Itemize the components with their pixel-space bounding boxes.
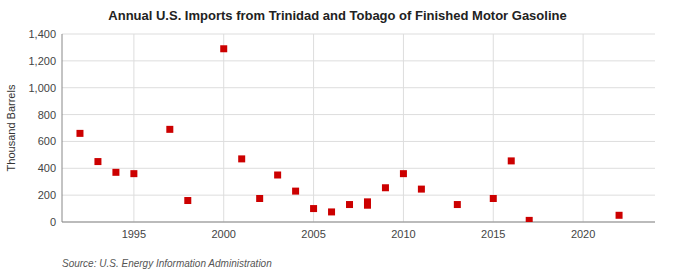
y-grid-line bbox=[62, 195, 655, 196]
y-grid-line bbox=[62, 114, 655, 115]
point bbox=[490, 195, 497, 202]
point bbox=[166, 126, 173, 133]
point bbox=[94, 158, 101, 165]
point bbox=[238, 155, 245, 162]
x-axis-line bbox=[62, 222, 655, 223]
x-grid-line bbox=[223, 34, 224, 222]
chart-container: Annual U.S. Imports from Trinidad and To… bbox=[0, 0, 675, 275]
chart-svg: Annual U.S. Imports from Trinidad and To… bbox=[0, 0, 675, 275]
point bbox=[364, 202, 371, 209]
point bbox=[130, 170, 137, 177]
x-grid-line bbox=[583, 34, 584, 222]
y-tick-label: 400 bbox=[38, 162, 56, 174]
point bbox=[274, 172, 281, 179]
point bbox=[112, 169, 119, 176]
point bbox=[400, 170, 407, 177]
y-grid-line bbox=[62, 168, 655, 169]
y-axis-label: Thousand Barrels bbox=[5, 84, 17, 171]
y-tick-label: 200 bbox=[38, 189, 56, 201]
background bbox=[0, 0, 675, 275]
points bbox=[76, 45, 622, 222]
point bbox=[418, 186, 425, 193]
point bbox=[346, 201, 353, 208]
y-grid-line bbox=[62, 87, 655, 88]
y-tick-label: 0 bbox=[50, 216, 56, 228]
point bbox=[454, 201, 461, 208]
y-grid-line bbox=[62, 34, 655, 35]
x-tick-label: 2000 bbox=[211, 228, 235, 240]
x-tick-label: 1995 bbox=[122, 228, 146, 240]
source-note: Source: U.S. Energy Information Administ… bbox=[62, 258, 272, 269]
x-tick-label: 2015 bbox=[481, 228, 505, 240]
point bbox=[220, 45, 227, 52]
x-tick-label: 2010 bbox=[391, 228, 415, 240]
point bbox=[526, 217, 533, 222]
point bbox=[256, 195, 263, 202]
x-grid-line bbox=[403, 34, 404, 222]
y-tick-label: 1,000 bbox=[28, 82, 56, 94]
point bbox=[616, 212, 623, 219]
point bbox=[310, 205, 317, 212]
x-grid-line bbox=[133, 34, 134, 222]
y-tick-label: 1,400 bbox=[28, 28, 56, 40]
point bbox=[184, 197, 191, 204]
y-tick-label: 1,200 bbox=[28, 55, 56, 67]
y-axis-line bbox=[62, 34, 63, 222]
tick-labels: 0 200 400 600 800 1,000 1,200 1,400 1995 2000 2005… bbox=[28, 28, 595, 240]
x-tick-label: 2020 bbox=[571, 228, 595, 240]
grid bbox=[62, 34, 655, 222]
point bbox=[292, 188, 299, 195]
x-tick-label: 2005 bbox=[301, 228, 325, 240]
y-grid-line bbox=[62, 222, 655, 223]
y-tick-label: 600 bbox=[38, 135, 56, 147]
point bbox=[508, 157, 515, 164]
point bbox=[382, 184, 389, 191]
x-grid-line bbox=[493, 34, 494, 222]
x-grid-line bbox=[313, 34, 314, 222]
point bbox=[328, 208, 335, 215]
y-grid-line bbox=[62, 141, 655, 142]
title: Annual U.S. Imports from Trinidad and To… bbox=[108, 8, 566, 23]
y-grid-line bbox=[62, 60, 655, 61]
y-tick-label: 800 bbox=[38, 109, 56, 121]
point bbox=[76, 130, 83, 137]
